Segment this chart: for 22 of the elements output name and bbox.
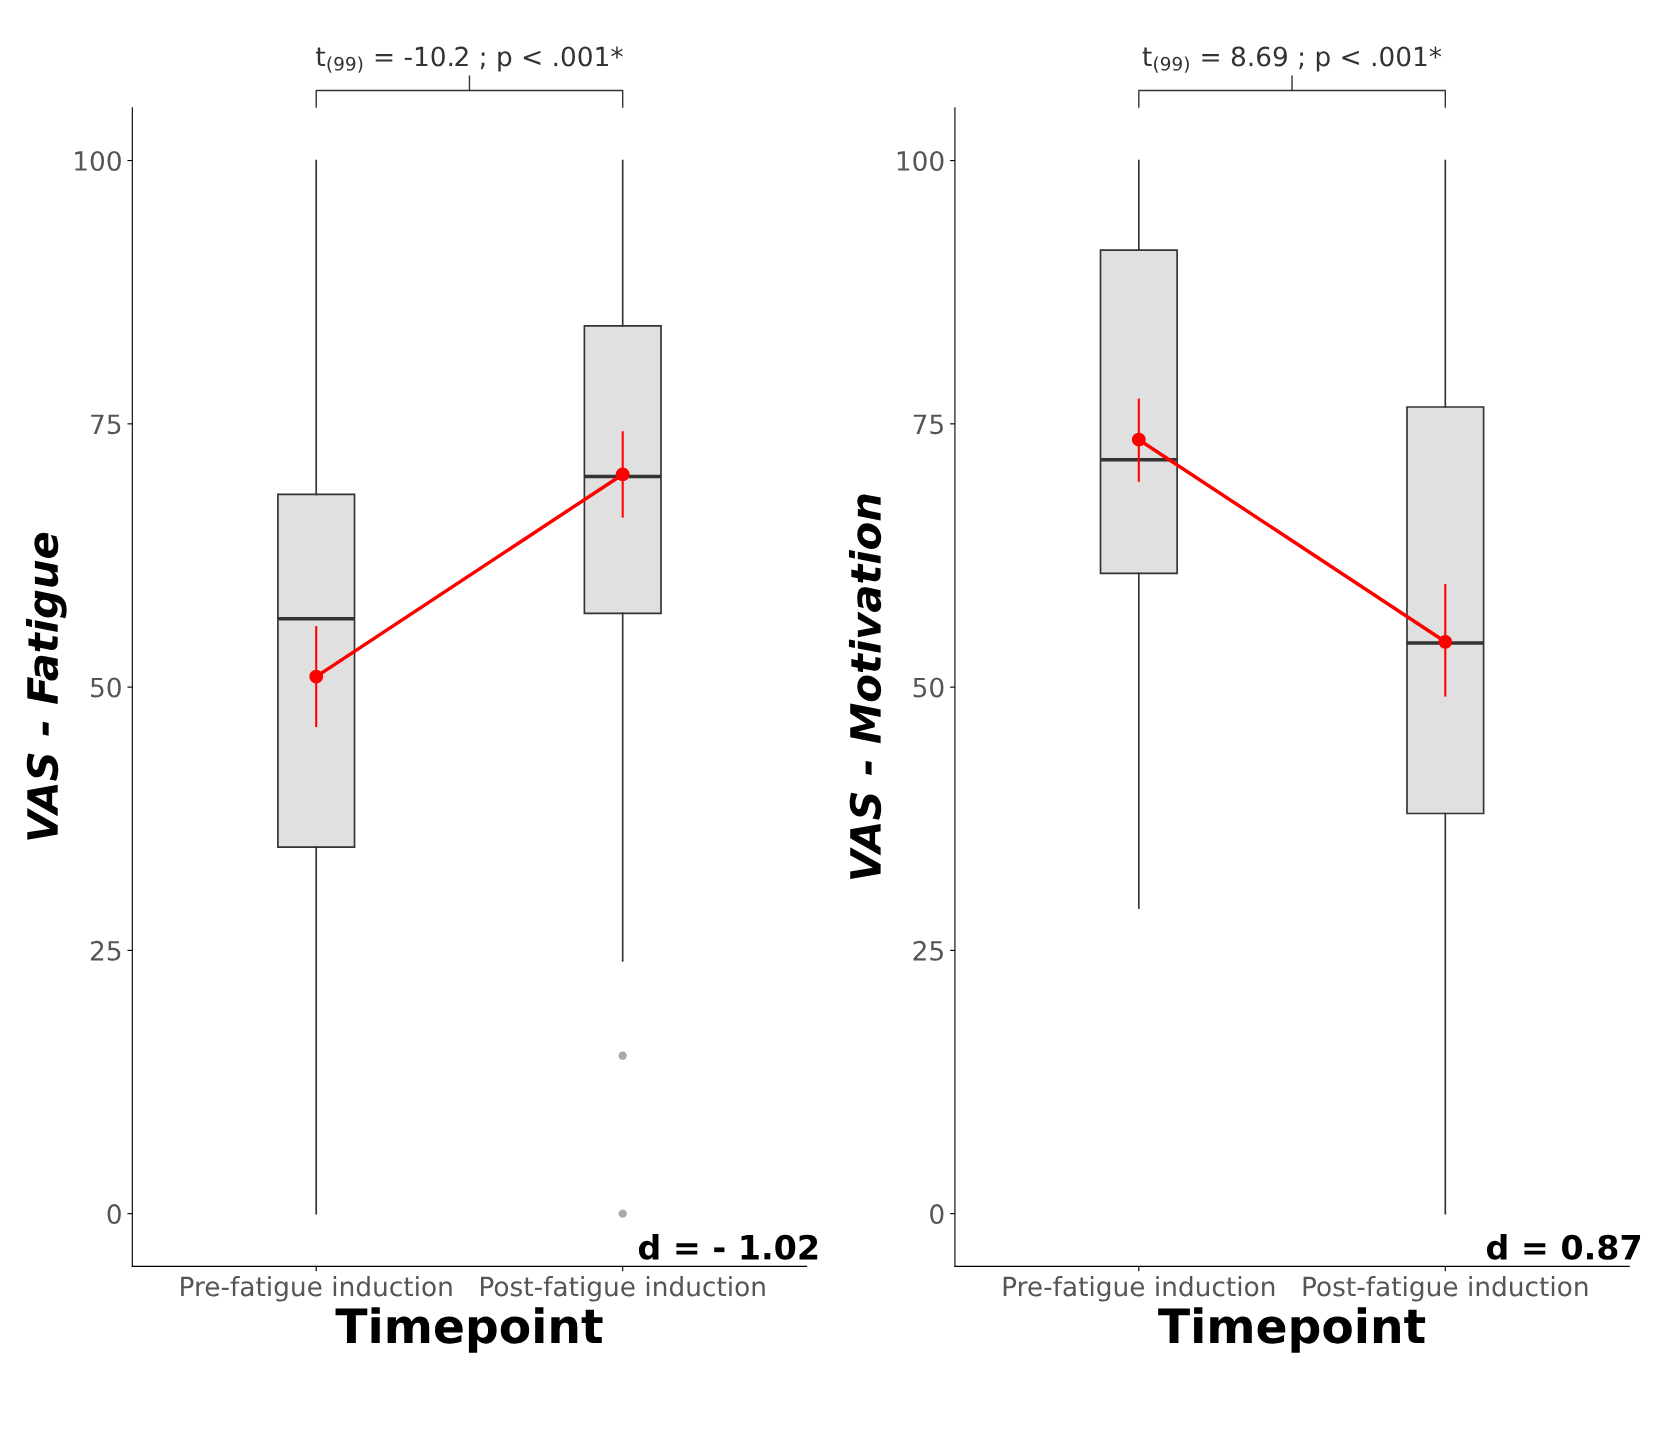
y-tick-label: 75 [913,414,943,435]
y-tick-label: 100 [897,151,944,171]
y-tick-label: 100 [75,151,121,171]
y-tick-label: 50 [913,677,944,698]
y-tick-label: 50 [91,677,121,698]
y-tick-label: 25 [90,940,121,961]
x-tick-label: Pre-fatigue induction [181,1276,452,1302]
y-tick-label: 75 [91,414,121,435]
text: t$_{(99)}$ = -10.2 ; p < .001* [316,46,623,73]
x-tick-label: Pre-fatigue induction [1003,1276,1275,1302]
y-axis-title: VAS - Motivation [848,494,882,879]
y-tick-label: 0 [107,1204,121,1225]
annotation: d = 0.87 [1486,1234,1641,1260]
y-tick-label: 0 [930,1204,944,1225]
x-tick-label: Post-fatigue induction [481,1276,765,1302]
y-axis-title: VAS - Fatigue [26,532,67,840]
y-tick-label: 25 [913,940,943,961]
x-axis-title: Timepoint [1158,1307,1426,1353]
annotation: d = - 1.02 [638,1234,818,1260]
x-axis-title: Timepoint [335,1307,603,1353]
text: t$_{(99)}$ = 8.69 ; p < .001* [1142,46,1442,73]
x-tick-label: Post-fatigue induction [1303,1276,1588,1302]
